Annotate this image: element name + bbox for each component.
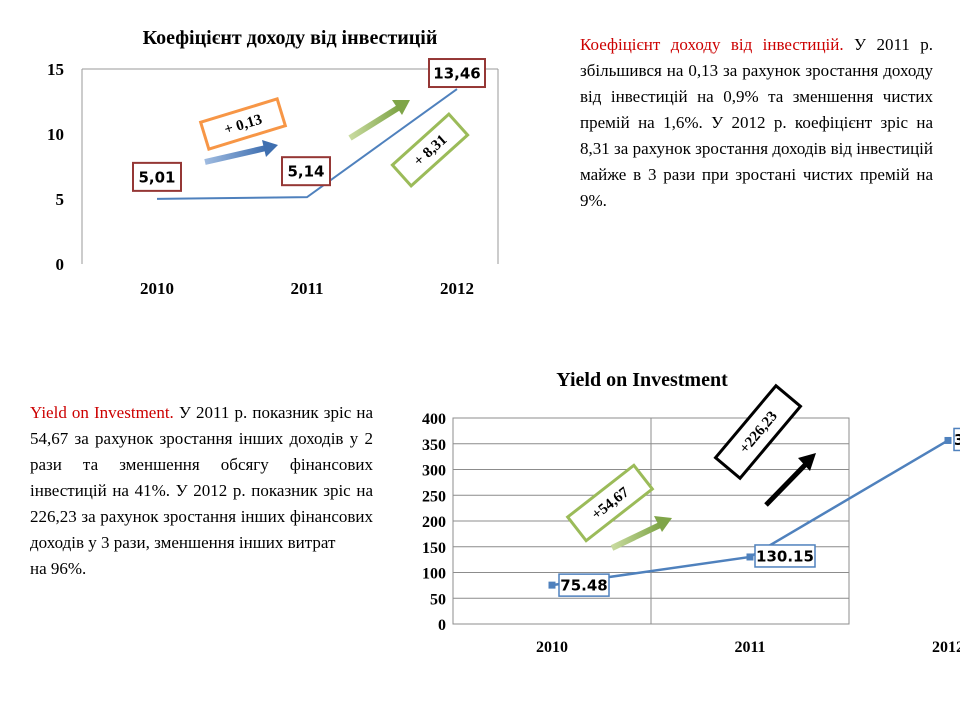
c2-y-tick-label: 0 — [438, 617, 446, 634]
c2-data-label: 130.15 — [756, 547, 814, 565]
chart1-series — [156, 88, 458, 200]
text-block-coefficient-body: У 2011 р. збільшився на 0,13 за рахунок … — [580, 35, 933, 210]
c1-y-tick-label: 0 — [56, 255, 65, 274]
c2-y-tick-label: 100 — [422, 566, 446, 583]
chart2-grid — [453, 417, 850, 625]
text-block-coefficient-heading: Коефіцієнт доходу від інвестицій. — [580, 35, 844, 54]
c2-data-label-box — [953, 427, 960, 452]
c2-y-tick-label: 200 — [422, 514, 446, 531]
c2-y-tick-label: 350 — [422, 437, 446, 454]
c2-data-label-box — [754, 544, 816, 568]
chart1-annotation-green: + 8,31 — [348, 100, 470, 188]
chart2-annotation-green: +54,67 — [565, 463, 672, 551]
c2-y-tick-label: 250 — [422, 488, 446, 505]
chart2-annotation-black: +226,23 — [713, 383, 816, 507]
chart1-annotation-orange-box — [198, 97, 288, 151]
chart-yield: Yield on Investment 0 50 100 150 200 250 300 35… — [422, 369, 960, 656]
c1-series-line — [156, 88, 458, 200]
c2-y-tick-label: 300 — [422, 463, 446, 480]
chart1-arrow-blue — [204, 140, 278, 165]
chart1-annotation-green-box — [390, 112, 470, 188]
chart2-arrow-green — [610, 516, 672, 551]
c1-y-tick-label: 10 — [47, 125, 64, 144]
chart2-x-axis: 2010 2011 2012 — [536, 639, 960, 656]
chart1-y-axis: 0 5 10 15 — [47, 60, 64, 274]
text-block-yield-body: У 2011 р. показник зріс на 54,67 за раху… — [30, 403, 373, 552]
chart1-data-labels: 5,01 5,14 13,46 — [132, 58, 486, 192]
text-block-coefficient: Коефіцієнт доходу від інвестицій. У 2011… — [580, 32, 933, 214]
chart2-data-labels: 75.48 130.15 356.38 — [558, 427, 960, 597]
c2-data-label-box — [558, 573, 610, 597]
c1-x-tick-label: 2010 — [140, 279, 174, 298]
text-block-yield-heading: Yield on Investment. — [30, 403, 174, 422]
chart1-title: Коефіцієнт доходу від інвестицій — [143, 27, 438, 49]
c2-data-label: 356.38 — [954, 431, 960, 449]
c2-y-tick-label: 400 — [422, 411, 446, 428]
chart1-x-axis: 2010 2011 2012 — [140, 279, 474, 298]
chart2-annotation-green-box — [565, 463, 655, 543]
text-block-yield: Yield on Investment. У 2011 р. показник … — [30, 400, 373, 582]
chart1-annotation-orange: + 0,13 — [198, 97, 288, 165]
chart1-arrow-green — [348, 100, 410, 141]
c1-data-label: 5,01 — [138, 168, 175, 186]
c2-x-tick-label: 2012 — [932, 639, 960, 656]
c1-x-tick-label: 2012 — [440, 279, 474, 298]
text-block-yield-tail: на 96%. — [30, 559, 87, 578]
c1-data-label-box — [428, 58, 486, 89]
c2-data-point — [548, 581, 556, 589]
chart2-arrow-black — [764, 453, 816, 507]
chart2-plot-frame — [452, 417, 850, 625]
c2-data-point — [746, 553, 754, 561]
c2-x-tick-label: 2011 — [734, 639, 765, 656]
c1-data-label-box — [132, 161, 182, 192]
c1-y-tick-label: 15 — [47, 60, 64, 79]
c1-x-tick-label: 2011 — [290, 279, 323, 298]
chart-coefficient: Коефіцієнт доходу від інвестицій 051015 … — [47, 27, 499, 298]
chart2-annotation-black-box — [713, 383, 803, 481]
chart2-series — [548, 436, 952, 589]
chart2-y-axis: 0 50 100 150 200 250 300 350 400 — [422, 411, 446, 634]
c1-data-label: 13,46 — [433, 65, 480, 83]
c1-data-label: 5,14 — [287, 163, 324, 181]
c2-data-label: 75.48 — [560, 577, 607, 595]
chart2-title: Yield on Investment — [556, 369, 728, 391]
c1-y-tick-label: 5 — [56, 190, 65, 209]
c2-y-tick-label: 150 — [422, 540, 446, 557]
c2-x-tick-label: 2010 — [536, 639, 568, 656]
c2-data-point — [944, 436, 952, 444]
c1-data-label-box — [281, 156, 331, 187]
c2-y-tick-label: 50 — [430, 591, 446, 608]
